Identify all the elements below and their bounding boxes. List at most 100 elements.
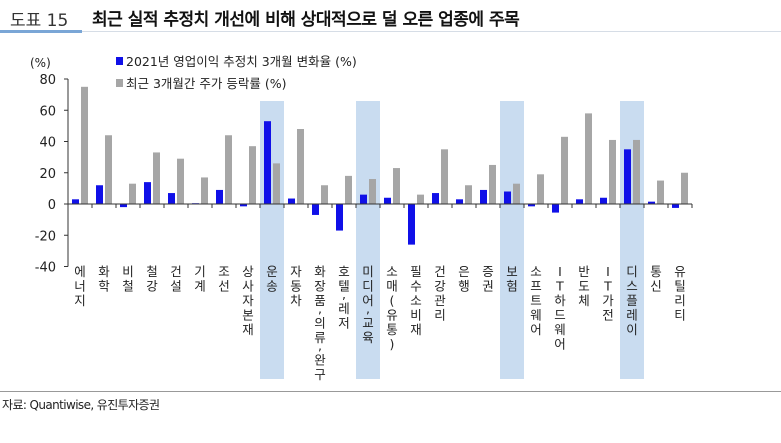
bar-earnings-revision: [384, 197, 391, 204]
bar-price-change: [537, 174, 544, 204]
label-char: 리: [434, 308, 446, 323]
label-char: 건: [170, 264, 182, 279]
label-char: 자: [242, 293, 254, 308]
label-char: 레: [338, 301, 350, 316]
bar-earnings-revision: [600, 197, 607, 204]
bar-earnings-revision: [144, 182, 151, 204]
label-char: 스: [626, 279, 638, 294]
label-char: T: [555, 279, 564, 294]
label-char: 재: [410, 322, 422, 337]
bar-earnings-revision: [240, 204, 247, 207]
label-char: 육: [362, 330, 374, 345]
label-char: 웨: [530, 308, 542, 323]
label-char: ): [390, 337, 395, 352]
label-char: 은: [458, 264, 470, 279]
label-char: 매: [386, 279, 398, 294]
label-char: T: [603, 279, 612, 294]
label-char: 상: [242, 264, 254, 279]
label-char: 소: [530, 264, 542, 279]
label-char: 품: [314, 293, 326, 308]
bar-earnings-revision: [216, 189, 223, 204]
label-char: 이: [626, 322, 638, 337]
label-char: 가: [602, 293, 614, 308]
label-char: 본: [242, 308, 254, 323]
legend-swatch: [116, 79, 123, 87]
bar-earnings-revision: [480, 189, 487, 204]
label-char: 어: [362, 293, 374, 308]
label-char: 동: [290, 279, 302, 294]
label-char: 철: [122, 279, 134, 294]
bar-earnings-revision: [552, 204, 559, 213]
bar-price-change: [129, 183, 136, 204]
label-char: 어: [530, 322, 542, 337]
figure-title: 최근 실적 추정치 개선에 비해 상대적으로 덜 오른 업종에 주목: [92, 10, 520, 30]
label-char: 화: [98, 264, 110, 279]
label-char: 구: [314, 367, 326, 382]
bar-price-change: [201, 177, 208, 204]
bar-price-change: [489, 164, 496, 204]
label-char: 텔: [338, 279, 350, 294]
label-char: 행: [458, 279, 470, 294]
bar-price-change: [585, 113, 592, 204]
label-char: 전: [602, 308, 614, 323]
figure-number: 도표 15: [10, 11, 69, 31]
label-char: 험: [506, 279, 518, 294]
label-char: 소: [386, 264, 398, 279]
bar-earnings-revision: [528, 204, 535, 207]
bar-earnings-revision: [264, 121, 271, 204]
bar-price-change: [465, 185, 472, 204]
label-char: ,: [318, 301, 322, 316]
highlight-band: [356, 101, 380, 379]
bar-price-change: [321, 185, 328, 204]
y-tick-label: 40: [39, 136, 56, 151]
bar-earnings-revision: [120, 204, 127, 208]
bar-earnings-revision: [648, 201, 655, 204]
source-note: 자료: Quantiwise, 유진투자증권: [2, 398, 160, 412]
label-char: 지: [74, 293, 86, 308]
highlight-band: [620, 101, 644, 379]
legend-label: 최근 3개월간 주가 등락률 (%): [126, 76, 286, 91]
label-char: 리: [674, 293, 686, 308]
label-char: 차: [290, 293, 302, 308]
bar-price-change: [153, 152, 160, 204]
legend-swatch: [116, 57, 123, 65]
label-char: 반: [578, 264, 590, 279]
bar-earnings-revision: [456, 199, 463, 204]
footer-divider: [0, 391, 781, 392]
bar-earnings-revision: [408, 204, 415, 245]
header-divider: [0, 31, 781, 32]
label-char: 신: [650, 279, 662, 294]
label-char: 화: [314, 264, 326, 279]
label-char: 자: [290, 264, 302, 279]
label-char: 틸: [674, 279, 686, 294]
bar-earnings-revision: [504, 191, 511, 204]
bar-earnings-revision: [312, 204, 319, 215]
y-tick-label: -20: [35, 229, 56, 244]
label-char: 너: [74, 279, 86, 294]
label-char: 레: [626, 308, 638, 323]
x-category-label: 소 매(유 통): [386, 264, 398, 352]
label-char: 유: [386, 308, 398, 323]
y-tick-label: 60: [39, 104, 56, 119]
label-char: 류: [314, 330, 326, 345]
bar-price-change: [81, 86, 88, 204]
label-char: 권: [482, 279, 494, 294]
label-char: 계: [194, 279, 206, 294]
